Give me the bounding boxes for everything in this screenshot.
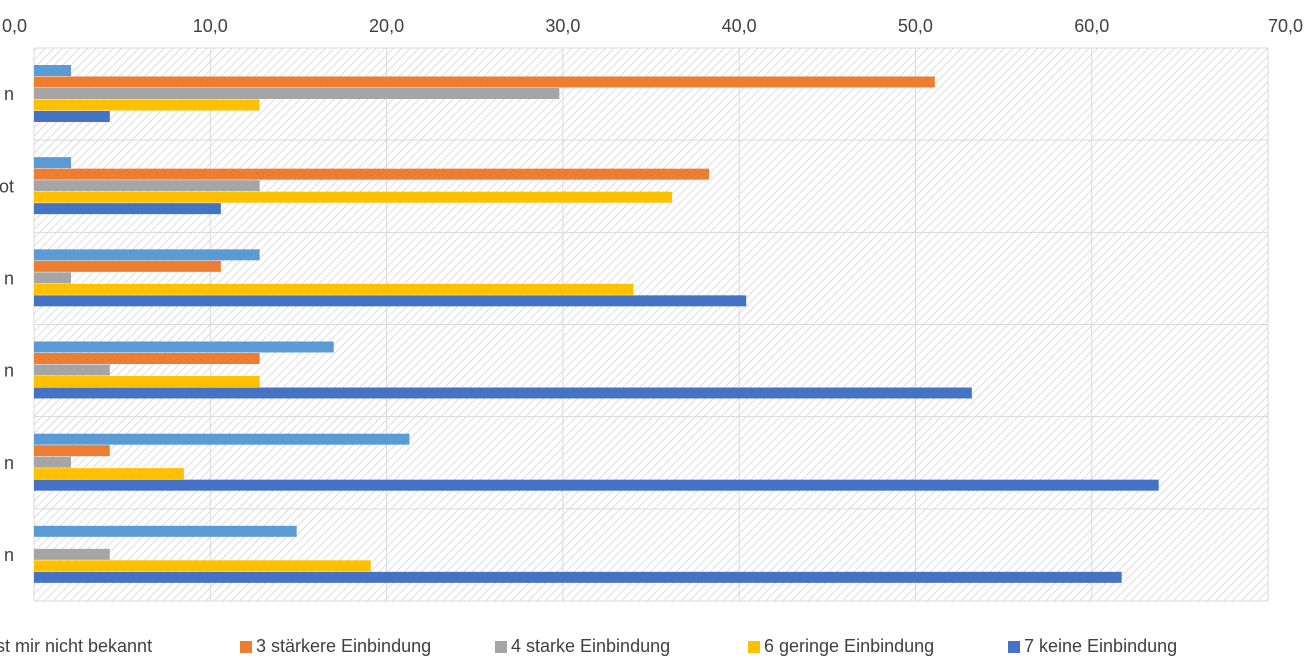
legend-label: 7 keine Einbindung [1024,636,1178,656]
category-label: n [4,545,14,565]
bar [34,364,110,376]
bar [34,571,1122,583]
bar [34,376,260,387]
bar [34,456,72,468]
x-tick-label: 70,0 [1268,16,1303,36]
bar [34,341,334,353]
x-axis-ticks: 0,0 10,0 20,0 30,0 40,0 50,0 60,0 70,0 [2,16,1303,36]
legend-swatch [240,640,252,653]
category-label: n [4,84,14,104]
category-label: ot [0,176,14,196]
category-label: n [4,361,14,381]
bar [34,433,410,445]
bars [34,65,1159,583]
x-tick-label: 10,0 [193,16,228,36]
legend-item: 3 stärkere Einbindung [240,636,431,657]
legend: ist mir nicht bekannt 3 stärkere Einbindu… [0,636,1306,664]
x-tick-label: 0,0 [2,16,27,36]
legend-swatch [495,640,507,653]
bar-chart: 0,0 10,0 20,0 30,0 40,0 50,0 60,0 70,0 n ot n n n n [0,16,1303,602]
bar [34,525,297,537]
x-tick-label: 20,0 [369,16,404,36]
bar [34,249,260,261]
bar [34,387,972,399]
bar [34,260,221,272]
legend-item: 7 keine Einbindung [1008,636,1177,657]
bar [34,168,710,180]
bar [34,180,260,192]
x-tick-label: 40,0 [722,16,757,36]
bar [34,157,72,169]
category-label: n [4,268,14,288]
bar [34,99,260,111]
bar [34,203,221,215]
bar [34,111,110,122]
legend-label: ist mir nicht bekannt [0,636,153,656]
bar [34,65,72,76]
x-tick-label: 30,0 [545,16,580,36]
bar [34,76,935,88]
bar [34,283,634,295]
category-labels: n ot n n n n [0,84,14,565]
category-separators [34,47,1268,602]
legend-label: 6 geringe Einbindung [764,636,935,656]
bar [34,88,560,99]
legend-label: 3 stärkere Einbindung [256,636,432,656]
x-tick-label: 60,0 [1074,16,1109,36]
legend-swatch [748,640,760,653]
legend-item: ist mir nicht bekannt [0,636,152,657]
legend-item: 4 starke Einbindung [495,636,670,657]
legend-label: 4 starke Einbindung [511,636,671,656]
bar [34,353,260,364]
bar [34,468,184,480]
bar [34,272,72,284]
bar [34,548,110,560]
bar [34,560,371,572]
legend-item: 6 geringe Einbindung [748,636,934,657]
x-tick-label: 50,0 [898,16,933,36]
category-label: n [4,453,14,473]
legend-swatch [1008,640,1020,653]
bar [34,479,1159,491]
bar [34,191,673,203]
bar [34,295,747,307]
bar [34,445,110,457]
